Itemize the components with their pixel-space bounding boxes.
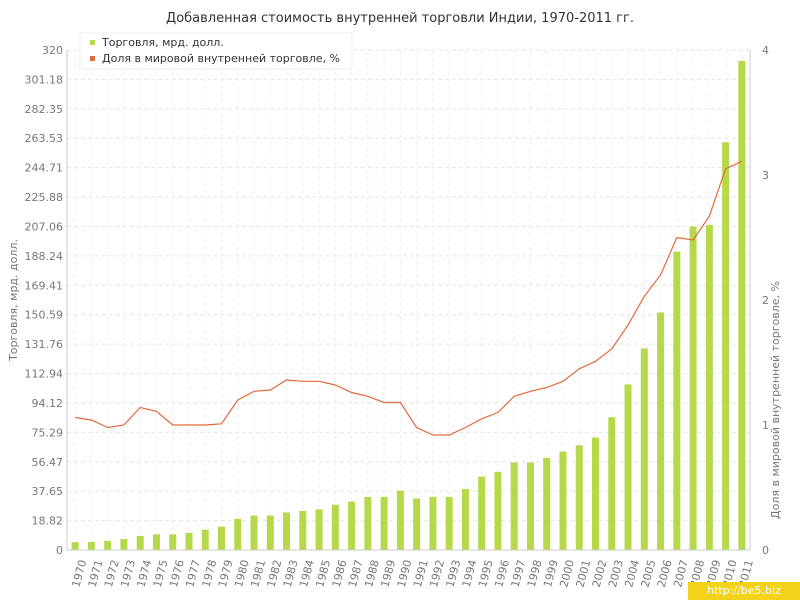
y-tick-label: 112.94 [25, 368, 64, 381]
y-tick-label: 94.12 [32, 397, 64, 410]
y-axis-ticks: 0 18.82 37.65 56.47 75.29 94.12 112.94 131.76 15… [25, 44, 64, 557]
legend-label-line: Доля в мировой внутренней торговле, % [102, 52, 340, 65]
bar [87, 541, 95, 550]
bar [266, 515, 274, 550]
bar [217, 526, 225, 550]
bar [722, 142, 730, 550]
bar [559, 451, 567, 550]
y-tick-label: 37.65 [32, 485, 64, 498]
legend-label-bars: Торговля, мрд. долл. [101, 36, 224, 49]
bar [608, 417, 616, 550]
chart-title: Добавленная стоимость внутренней торговл… [166, 11, 634, 26]
bar [543, 457, 551, 550]
bar [201, 529, 209, 550]
bar [71, 542, 79, 550]
bar [689, 226, 697, 550]
bar [136, 535, 144, 550]
y2-axis-label: Доля в мировой внутренней торговле, % [769, 281, 782, 519]
y-tick-label: 263.53 [25, 132, 64, 145]
y2-tick-label: 3 [762, 169, 769, 182]
y-tick-label: 18.82 [32, 515, 64, 528]
y2-axis-ticks: 0 1 2 3 4 [762, 44, 769, 557]
y-tick-label: 188.24 [25, 250, 64, 263]
bar [738, 60, 746, 550]
bar [510, 462, 518, 550]
bar [413, 498, 421, 550]
y2-tick-label: 2 [762, 294, 769, 307]
bar [250, 515, 258, 550]
legend-background [79, 32, 353, 70]
legend: Торговля, мрд. долл. Доля в мировой внут… [79, 32, 353, 70]
bar [283, 512, 291, 550]
x-axis-ticks: 1970197119721973197419751976197719781979… [69, 558, 756, 588]
bar [429, 496, 437, 550]
line-series [75, 160, 743, 436]
y-tick-label: 150.59 [25, 309, 64, 322]
bar [526, 462, 534, 550]
y-tick-label: 244.71 [25, 162, 64, 175]
bar [673, 251, 681, 550]
y2-tick-label: 4 [762, 44, 769, 57]
bar [380, 496, 388, 550]
bar [185, 532, 193, 550]
bar [624, 384, 632, 550]
legend-swatch-line [90, 56, 95, 61]
legend-swatch-bars [90, 40, 95, 45]
bar [348, 501, 356, 550]
y-tick-label: 225.88 [25, 191, 64, 204]
bar [169, 534, 177, 550]
y-tick-label: 282.35 [25, 103, 64, 116]
bar [364, 496, 372, 550]
y-tick-label: 320 [42, 44, 63, 57]
bar [315, 509, 323, 550]
bar [592, 437, 600, 550]
bar-series [71, 60, 746, 550]
y-tick-label: 131.76 [25, 338, 64, 351]
bar [445, 496, 453, 550]
bar [331, 504, 339, 550]
line-path [75, 160, 743, 436]
y2-tick-label: 1 [762, 419, 769, 432]
bar [705, 225, 713, 550]
watermark[interactable]: http://be5.biz [688, 582, 800, 600]
bar [461, 489, 469, 550]
bar [120, 539, 128, 550]
bar [575, 445, 583, 550]
y-tick-label: 56.47 [32, 456, 64, 469]
y-tick-label: 0 [56, 544, 63, 557]
bar [104, 540, 112, 550]
bar [299, 510, 307, 550]
bar [234, 518, 242, 550]
y-tick-label: 207.06 [25, 220, 64, 233]
y-tick-label: 169.41 [25, 279, 64, 292]
bar [152, 534, 160, 550]
y-tick-label: 301.18 [25, 73, 64, 86]
bar [396, 490, 404, 550]
y-axis-label: Торговля, мрд. долл. [7, 239, 20, 362]
y2-tick-label: 0 [762, 544, 769, 557]
bar [657, 312, 665, 550]
bar [478, 476, 486, 550]
y-tick-label: 75.29 [32, 426, 64, 439]
bar [640, 348, 648, 550]
bar [494, 471, 502, 550]
